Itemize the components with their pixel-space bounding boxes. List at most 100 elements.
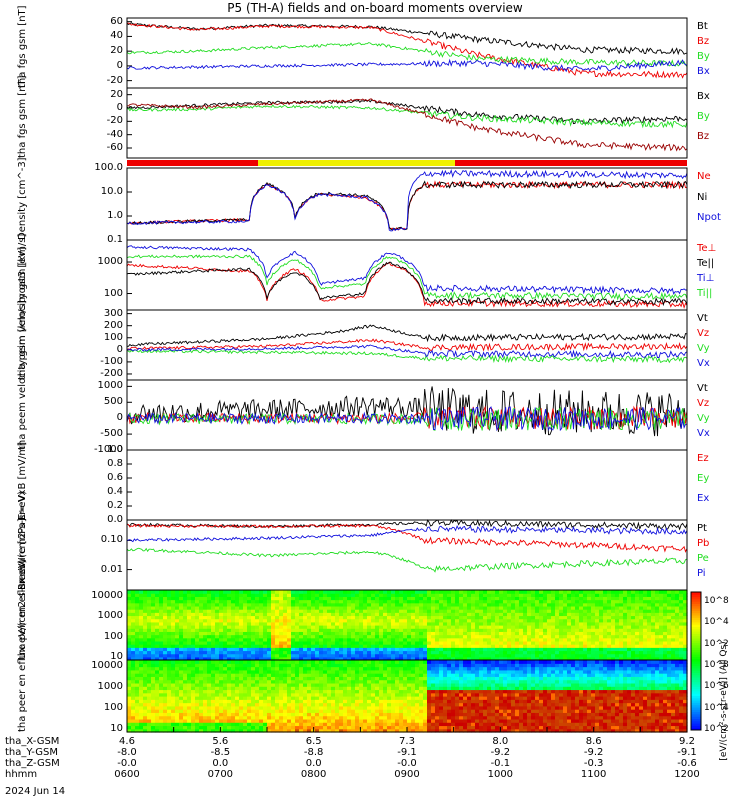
heatmap-cell — [603, 590, 608, 594]
heatmap-cell — [343, 590, 348, 594]
heatmap-cell — [239, 660, 244, 664]
heatmap-cell — [423, 590, 428, 594]
heatmap-cell — [459, 590, 464, 594]
panel-frame — [127, 450, 687, 520]
heatmap-cell — [275, 590, 280, 594]
heatmap-cell — [343, 660, 348, 664]
heatmap-cell — [259, 660, 264, 664]
heatmap-cell — [151, 590, 156, 594]
heatmap-cell — [323, 590, 328, 594]
heatmap-cell — [587, 590, 592, 594]
heatmap-cell — [419, 590, 424, 594]
heatmap-cell — [667, 590, 672, 594]
heatmap-cell — [251, 590, 256, 594]
heatmap-cell — [523, 590, 528, 594]
heatmap-cell — [299, 660, 304, 664]
heatmap-cell — [639, 590, 644, 594]
heatmap-cell — [359, 660, 364, 664]
heatmap-cell — [175, 590, 180, 594]
heatmap-cell — [655, 590, 660, 594]
heatmap-cell — [363, 660, 368, 664]
heatmap-cell — [351, 660, 356, 664]
heatmap-cell — [263, 590, 268, 594]
heatmap-cell — [311, 660, 316, 664]
heatmap-cell — [267, 590, 272, 594]
heatmap-cell — [499, 590, 504, 594]
heatmap-cell — [471, 590, 476, 594]
heatmap-cell — [355, 660, 360, 664]
heatmap-cell — [247, 660, 252, 664]
heatmap-cell — [563, 590, 568, 594]
heatmap-cell — [159, 660, 164, 664]
heatmap-cell — [647, 590, 652, 594]
heatmap-cell — [131, 660, 136, 664]
heatmap-cell — [611, 590, 616, 594]
heatmap-cell — [187, 660, 192, 664]
heatmap-cell — [367, 660, 372, 664]
heatmap-cell — [143, 590, 148, 594]
heatmap-cell — [295, 590, 300, 594]
heatmap-cell — [495, 590, 500, 594]
heatmap-cell — [375, 660, 380, 664]
heatmap-cell — [579, 590, 584, 594]
heatmap-cell — [347, 590, 352, 594]
heatmap-cell — [187, 590, 192, 594]
heatmap-cell — [451, 660, 456, 664]
heatmap-cell — [503, 590, 508, 594]
heatmap-cell — [363, 590, 368, 594]
heatmap-cell — [403, 590, 408, 594]
heatmap-cell — [135, 660, 140, 664]
heatmap-cell — [451, 590, 456, 594]
heatmap-cell — [303, 590, 308, 594]
heatmap-cell — [415, 590, 420, 594]
heatmap-cell — [311, 590, 316, 594]
heatmap-cell — [447, 660, 452, 664]
heatmap-cell — [367, 590, 372, 594]
heatmap-cell — [339, 590, 344, 594]
heatmap-cell — [567, 590, 572, 594]
heatmap-cell — [179, 590, 184, 594]
heatmap-cell — [255, 590, 260, 594]
heatmap-cell — [355, 590, 360, 594]
heatmap-cell — [511, 590, 516, 594]
panel-frame — [127, 18, 687, 88]
heatmap-cell — [395, 660, 400, 664]
heatmap-cell — [323, 660, 328, 664]
heatmap-cell — [615, 590, 620, 594]
heatmap-cell — [663, 590, 668, 594]
heatmap-cell — [431, 590, 436, 594]
heatmap-cell — [155, 660, 160, 664]
heatmap-cell — [319, 590, 324, 594]
heatmap-cell — [283, 660, 288, 664]
heatmap-cell — [635, 590, 640, 594]
heatmap-cell — [507, 590, 512, 594]
heatmap-cell — [527, 590, 532, 594]
heatmap-cell — [427, 660, 432, 664]
series-line-Npot — [127, 170, 687, 231]
heatmap-cell — [159, 590, 164, 594]
heatmap-cell — [599, 590, 604, 594]
heatmap-cell — [359, 590, 364, 594]
heatmap-cell — [583, 590, 588, 594]
heatmap-cell — [167, 660, 172, 664]
heatmap-cell — [387, 660, 392, 664]
heatmap-cell — [315, 660, 320, 664]
heatmap-cell — [247, 590, 252, 594]
heatmap-cell — [223, 660, 228, 664]
heatmap-cell — [299, 590, 304, 594]
heatmap-cell — [199, 660, 204, 664]
heatmap-cell — [135, 590, 140, 594]
heatmap-cell — [395, 590, 400, 594]
heatmap-cell — [191, 590, 196, 594]
heatmap-cell — [439, 590, 444, 594]
heatmap-cell — [427, 590, 432, 594]
heatmap-cell — [271, 590, 276, 594]
heatmap-cell — [131, 590, 136, 594]
heatmap-cell — [631, 590, 636, 594]
heatmap-cell — [403, 660, 408, 664]
heatmap-cell — [331, 590, 336, 594]
heatmap-cell — [287, 590, 292, 594]
heatmap-cell — [463, 590, 468, 594]
heatmap-cell — [483, 590, 488, 594]
heatmap-cell — [227, 590, 232, 594]
